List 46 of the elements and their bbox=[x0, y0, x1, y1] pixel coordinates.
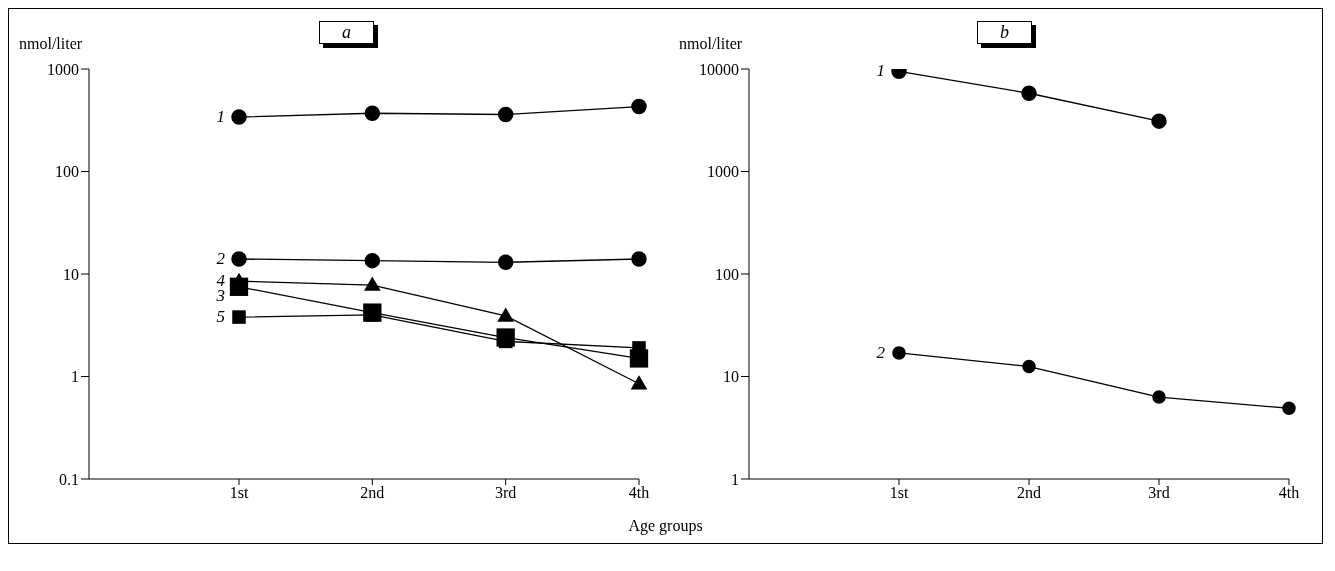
y-axis-title: nmol/liter bbox=[19, 35, 83, 53]
y-tick-label: 1000 bbox=[47, 60, 79, 78]
point bbox=[631, 375, 647, 390]
point bbox=[1152, 390, 1166, 404]
point bbox=[231, 251, 247, 267]
point bbox=[1151, 113, 1167, 129]
series-label: 1 bbox=[215, 107, 225, 128]
point bbox=[364, 105, 381, 122]
x-tick-label: 3rd bbox=[495, 484, 517, 502]
y-tick-label: 10000 bbox=[699, 60, 739, 78]
y-tick-label: 100 bbox=[55, 163, 79, 181]
y-tick-label: 1 bbox=[71, 368, 79, 386]
point bbox=[1021, 85, 1037, 101]
point bbox=[892, 346, 906, 360]
series-label: 5 bbox=[215, 307, 225, 328]
point bbox=[364, 277, 381, 291]
series-label: 2 bbox=[215, 249, 225, 270]
chart-title: b bbox=[977, 21, 1032, 44]
point bbox=[1282, 401, 1296, 416]
series-label: 1 bbox=[875, 61, 885, 82]
y-tick-label: 0.1 bbox=[59, 470, 79, 488]
point bbox=[631, 98, 647, 115]
point bbox=[231, 109, 247, 125]
x-axis-title: Age groups bbox=[627, 517, 704, 537]
point bbox=[232, 310, 246, 324]
point bbox=[1022, 359, 1036, 374]
point bbox=[631, 251, 647, 267]
x-tick-label: 4th bbox=[628, 484, 650, 502]
x-tick-label: 3rd bbox=[1148, 484, 1170, 502]
y-tick-label: 1000 bbox=[707, 163, 739, 181]
chart-title: a bbox=[319, 21, 374, 44]
y-tick-label: 100 bbox=[715, 265, 739, 283]
point bbox=[497, 106, 514, 123]
point bbox=[497, 308, 514, 322]
y-tick-label: 10 bbox=[723, 368, 739, 386]
x-tick-label: 2nd bbox=[360, 484, 385, 502]
y-tick-label: 10 bbox=[63, 265, 79, 283]
series-label: 2 bbox=[875, 342, 885, 363]
x-tick-label: 1st bbox=[889, 484, 909, 502]
x-tick-label: 2nd bbox=[1017, 484, 1041, 502]
point bbox=[364, 252, 381, 269]
x-tick-label: 1st bbox=[229, 484, 249, 502]
y-axis-title: nmol/liter bbox=[679, 35, 743, 53]
y-tick-label: 1 bbox=[731, 470, 739, 488]
point bbox=[497, 254, 514, 271]
x-tick-label: 4th bbox=[1278, 484, 1300, 502]
